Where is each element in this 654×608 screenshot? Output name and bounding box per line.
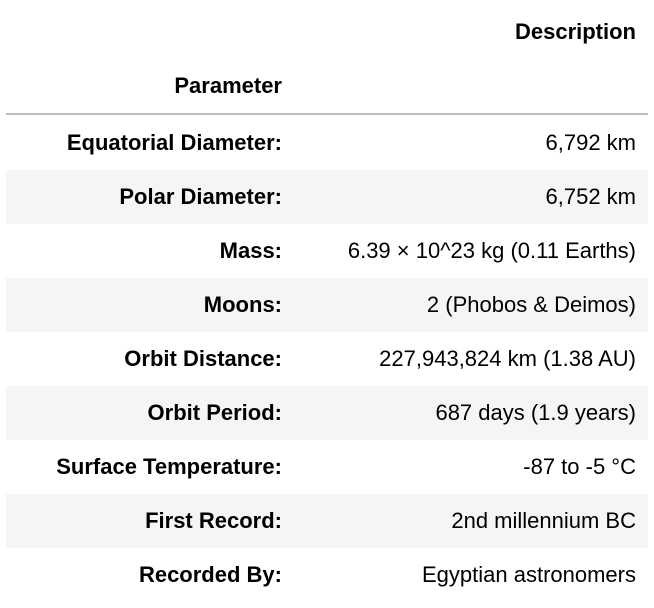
row-value: Egyptian astronomers	[422, 562, 636, 587]
index-header-parameter: Parameter	[174, 73, 282, 98]
table-row: Recorded By: Egyptian astronomers	[6, 548, 648, 602]
column-header-description: Description	[514, 19, 636, 44]
row-value: -87 to -5 °C	[523, 454, 636, 479]
row-label: Surface Temperature:	[56, 454, 282, 479]
row-value: 687 days (1.9 years)	[435, 400, 636, 425]
table-row: Equatorial Diameter: 6,792 km	[6, 116, 648, 170]
row-label: Orbit Period:	[147, 400, 282, 425]
row-value: 6,752 km	[545, 184, 637, 209]
row-value: 2nd millennium BC	[451, 508, 636, 533]
header-divider	[6, 113, 648, 115]
table-row: Moons: 2 (Phobos & Deimos)	[6, 278, 648, 332]
table-row: First Record: 2nd millennium BC	[6, 494, 648, 548]
row-label: Polar Diameter:	[119, 184, 282, 209]
row-value: 2 (Phobos & Deimos)	[426, 292, 636, 317]
row-label: First Record:	[145, 508, 282, 533]
row-label: Recorded By:	[138, 562, 282, 587]
row-label: Mass:	[219, 238, 282, 263]
table-row: Mass: 6.39 × 10^23 kg (0.11 Earths)	[6, 224, 648, 278]
row-label: Equatorial Diameter:	[66, 130, 282, 155]
table-row: Orbit Distance: 227,943,824 km (1.38 AU)	[6, 332, 648, 386]
row-value: 6.39 × 10^23 kg (0.11 Earths)	[347, 238, 636, 263]
table-row: Surface Temperature: -87 to -5 °C	[6, 440, 648, 494]
row-value: 6,792 km	[545, 130, 637, 155]
row-value: 227,943,824 km (1.38 AU)	[379, 346, 636, 371]
table-body: Equatorial Diameter: 6,792 km Polar Diam…	[6, 116, 648, 602]
table-row: Polar Diameter: 6,752 km	[6, 170, 648, 224]
row-label: Moons:	[203, 292, 282, 317]
row-label: Orbit Distance:	[124, 346, 282, 371]
table-row: Orbit Period: 687 days (1.9 years)	[6, 386, 648, 440]
